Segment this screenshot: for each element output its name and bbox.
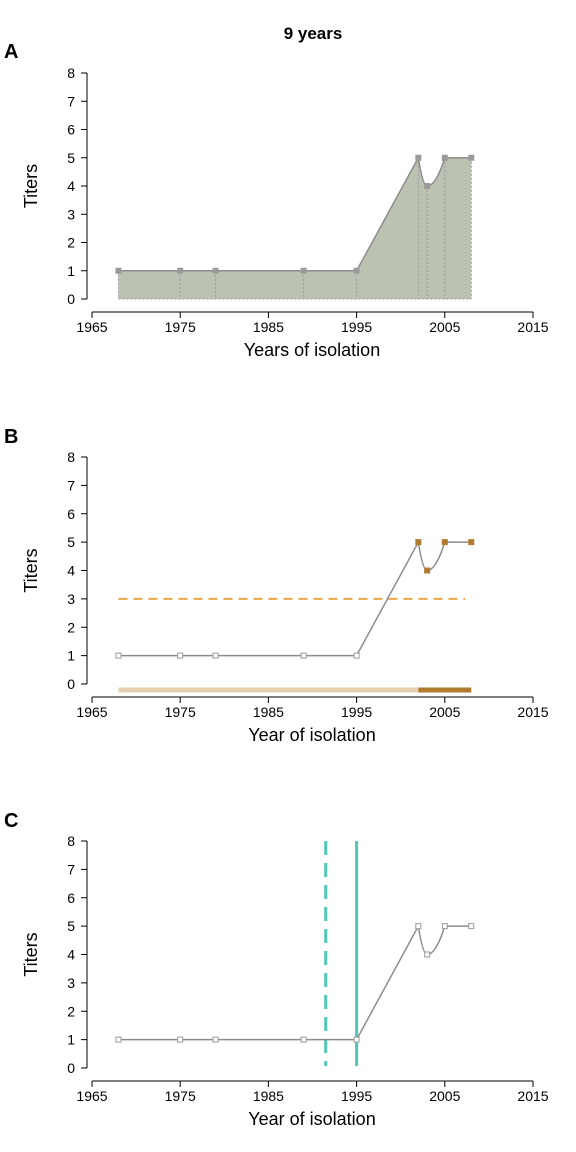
x-tick-label: 1965 [76, 704, 107, 720]
y-tick-label: 0 [67, 1060, 75, 1076]
x-tick-label: 1965 [76, 1088, 107, 1104]
y-tick-label: 2 [67, 1003, 75, 1019]
data-point [468, 154, 475, 161]
x-tick-label: 2015 [517, 1088, 548, 1104]
data-point [353, 1036, 360, 1043]
data-point [115, 267, 122, 274]
x-tick-label: 1985 [253, 319, 284, 335]
y-tick-label: 5 [67, 534, 75, 550]
data-point [177, 1036, 184, 1043]
data-point [212, 652, 219, 659]
y-tick-label: 7 [67, 477, 75, 493]
y-axis-label: Titers [21, 164, 41, 208]
data-point [415, 154, 422, 161]
y-tick-label: 8 [67, 449, 75, 465]
data-point [300, 1036, 307, 1043]
data-point [212, 267, 219, 274]
data-point [441, 923, 448, 930]
x-tick-label: 2005 [429, 704, 460, 720]
x-axis-label: Year of isolation [248, 725, 375, 745]
data-point [415, 539, 422, 546]
data-point [415, 923, 422, 930]
x-tick-label: 1995 [341, 704, 372, 720]
area-fill [118, 157, 472, 299]
y-tick-label: 4 [67, 947, 75, 963]
y-tick-label: 6 [67, 506, 75, 522]
data-point [177, 267, 184, 274]
x-tick-label: 1995 [341, 1088, 372, 1104]
y-tick-label: 7 [67, 93, 75, 109]
data-point [468, 539, 475, 546]
y-tick-label: 1 [67, 1032, 75, 1048]
data-point [468, 923, 475, 930]
x-tick-label: 1985 [253, 704, 284, 720]
x-tick-label: 1965 [76, 319, 107, 335]
panel-c: C 0 1 2 3 4 5 6 7 8 1965 1975 1985 1995 2005 2015 Year o… [4, 810, 549, 1129]
y-tick-label: 8 [67, 65, 75, 81]
y-tick-label: 1 [67, 263, 75, 279]
x-axis-label: Years of isolation [244, 340, 380, 360]
y-tick-label: 3 [67, 975, 75, 991]
x-axis-label: Year of isolation [248, 1109, 375, 1129]
data-point [441, 154, 448, 161]
panel-b: B 0 1 2 3 4 5 6 7 8 1965 1975 1985 1995 2005 2015 Year o… [4, 426, 549, 745]
y-tick-label: 5 [67, 150, 75, 166]
y-tick-label: 4 [67, 178, 75, 194]
y-tick-label: 3 [67, 206, 75, 222]
panel-label: A [4, 41, 18, 63]
series-line [118, 923, 472, 1041]
y-tick-label: 7 [67, 861, 75, 877]
panel-label: C [4, 810, 18, 832]
chart-title: 9 years [284, 24, 343, 43]
data-point [353, 267, 360, 274]
x-tick-label: 2015 [517, 704, 548, 720]
x-tick-label: 1975 [165, 1088, 196, 1104]
x-tick-label: 1985 [253, 1088, 284, 1104]
data-point [300, 267, 307, 274]
y-tick-label: 3 [67, 591, 75, 607]
x-tick-label: 1995 [341, 319, 372, 335]
y-tick-label: 2 [67, 619, 75, 635]
x-tick-label: 2005 [429, 319, 460, 335]
y-tick-label: 0 [67, 291, 75, 307]
y-tick-label: 6 [67, 122, 75, 138]
y-tick-label: 0 [67, 676, 75, 692]
data-point [424, 951, 431, 958]
data-point [441, 539, 448, 546]
data-point [424, 183, 431, 189]
data-point [300, 652, 307, 659]
panel-label: B [4, 426, 18, 448]
data-point [115, 652, 122, 659]
data-point [177, 652, 184, 659]
y-tick-label: 1 [67, 648, 75, 664]
y-tick-label: 5 [67, 918, 75, 934]
x-tick-label: 1975 [165, 319, 196, 335]
x-tick-label: 2015 [517, 319, 548, 335]
data-point [424, 567, 431, 574]
y-tick-label: 6 [67, 890, 75, 906]
x-tick-label: 2005 [429, 1088, 460, 1104]
y-axis-label: Titers [21, 932, 41, 976]
y-tick-label: 4 [67, 563, 75, 579]
data-point [212, 1036, 219, 1043]
y-tick-label: 2 [67, 235, 75, 251]
y-tick-label: 8 [67, 833, 75, 849]
x-tick-label: 1975 [165, 704, 196, 720]
data-point [115, 1036, 122, 1043]
data-point [353, 652, 360, 659]
panel-a: A 0 1 2 3 4 5 6 7 8 1965 1975 1985 1995 2005 2015 Years … [4, 41, 549, 360]
y-axis-label: Titers [21, 548, 41, 592]
